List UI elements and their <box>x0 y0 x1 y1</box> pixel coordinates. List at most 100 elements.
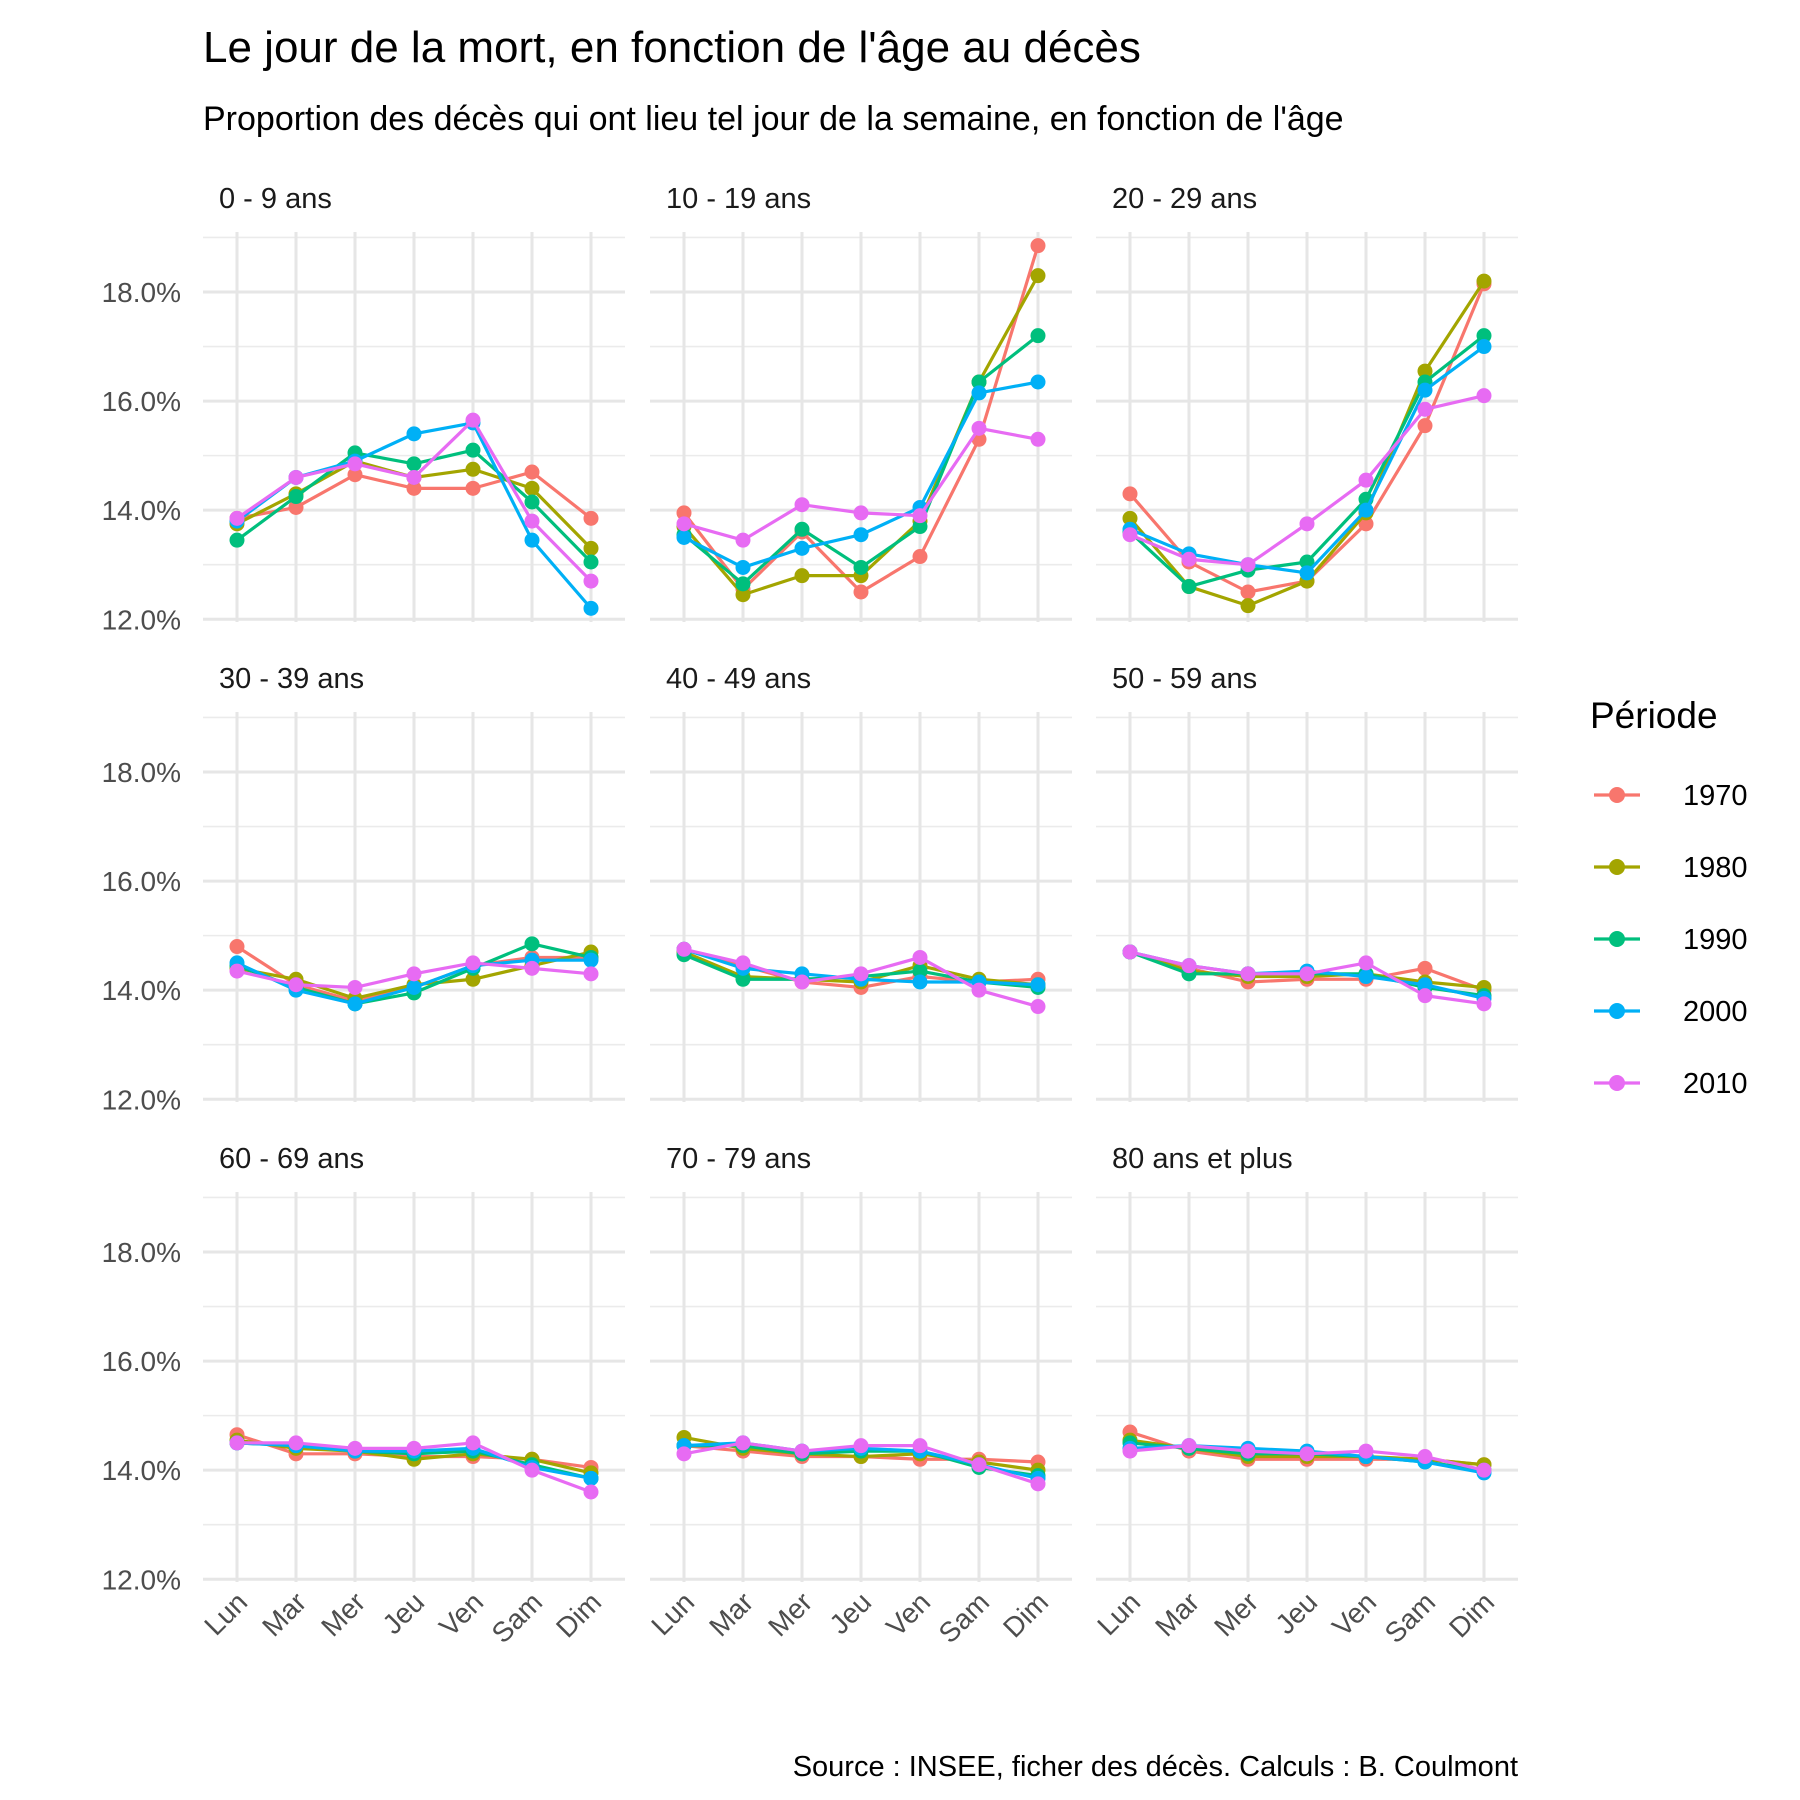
data-point-2010-mar <box>288 469 304 485</box>
data-point-2010-sam <box>971 1457 987 1473</box>
data-point-1970-mer <box>347 467 363 483</box>
data-point-2010-ven <box>465 412 481 428</box>
x-tick-label: Jeu <box>376 1586 430 1640</box>
data-point-2010-sam <box>1417 988 1433 1004</box>
data-point-2010-jeu <box>406 1440 422 1456</box>
data-point-1980-ven <box>465 461 481 477</box>
data-point-2010-sam <box>524 960 540 976</box>
data-point-1980-mer <box>794 568 810 584</box>
x-tick-label: Ven <box>1326 1586 1382 1642</box>
data-point-2000-dim <box>1476 339 1492 355</box>
y-tick-label: 14.0% <box>102 495 181 526</box>
data-point-1990-lun <box>229 532 245 548</box>
data-point-2010-dim <box>583 1484 599 1500</box>
data-point-2010-jeu <box>853 505 869 521</box>
data-point-2010-lun <box>1122 944 1138 960</box>
data-point-2010-dim <box>583 966 599 982</box>
data-point-2010-mer <box>794 497 810 513</box>
x-tick-label: Mar <box>256 1586 312 1642</box>
data-point-2010-sam <box>524 1462 540 1478</box>
data-point-2010-mer <box>1240 557 1256 573</box>
chart-title: Le jour de la mort, en fonction de l'âge… <box>203 23 1141 72</box>
data-point-2010-lun <box>676 941 692 957</box>
data-point-1990-jeu <box>853 559 869 575</box>
data-point-2010-mar <box>735 955 751 971</box>
data-point-1970-jeu <box>853 584 869 600</box>
y-tick-label: 16.0% <box>102 386 181 417</box>
data-point-1990-sam <box>524 936 540 952</box>
data-point-2010-lun <box>676 516 692 532</box>
data-point-1970-sam <box>1417 418 1433 434</box>
data-point-2010-mer <box>347 456 363 472</box>
y-tick-label: 14.0% <box>102 1455 181 1486</box>
y-tick-label: 18.0% <box>102 277 181 308</box>
panel-strip-label: 50 - 59 ans <box>1112 663 1257 695</box>
data-point-2010-ven <box>912 949 928 965</box>
data-point-2000-jeu <box>406 426 422 442</box>
data-point-2010-mer <box>347 979 363 995</box>
data-point-2010-jeu <box>853 966 869 982</box>
y-tick-label: 14.0% <box>102 975 181 1006</box>
data-point-2000-dim <box>583 1470 599 1486</box>
legend-label: 2000 <box>1683 996 1748 1028</box>
data-point-1970-ven <box>912 549 928 565</box>
data-point-2010-dim <box>1030 999 1046 1015</box>
data-point-2010-ven <box>465 955 481 971</box>
data-point-2010-mer <box>347 1440 363 1456</box>
data-point-1990-mar <box>735 576 751 592</box>
data-point-2010-jeu <box>406 966 422 982</box>
data-point-2000-dim <box>583 952 599 968</box>
data-point-2010-jeu <box>853 1438 869 1454</box>
data-point-2010-lun <box>1122 527 1138 543</box>
y-tick-label: 12.0% <box>102 1084 181 1115</box>
data-point-2010-ven <box>1358 472 1374 488</box>
data-point-2000-dim <box>1030 374 1046 390</box>
data-point-1980-ven <box>465 971 481 987</box>
data-point-1990-mar <box>1181 579 1197 595</box>
x-tick-label: Lun <box>645 1586 700 1641</box>
panel-strip-label: 30 - 39 ans <box>219 663 364 695</box>
x-tick-label: Mer <box>1208 1586 1264 1642</box>
data-point-2010-jeu <box>1299 966 1315 982</box>
panel-strip-label: 80 ans et plus <box>1112 1143 1293 1175</box>
data-point-2010-mar <box>735 1435 751 1451</box>
x-tick-label: Sam <box>933 1586 996 1649</box>
data-point-2010-ven <box>912 1438 928 1454</box>
data-point-2000-dim <box>1030 977 1046 993</box>
x-tick-label: Ven <box>880 1586 936 1642</box>
data-point-1990-mer <box>794 521 810 537</box>
data-point-1990-sam <box>971 374 987 390</box>
data-point-1970-sam <box>1417 960 1433 976</box>
data-point-2010-dim <box>1476 996 1492 1012</box>
y-tick-label: 16.0% <box>102 1346 181 1377</box>
data-point-2000-jeu <box>853 527 869 543</box>
data-point-2010-dim <box>1476 1462 1492 1478</box>
x-tick-label: Jeu <box>1269 1586 1323 1640</box>
data-point-2010-ven <box>1358 1443 1374 1459</box>
legend-item-2010: 2010 <box>1594 1068 1748 1100</box>
data-point-2010-mer <box>794 974 810 990</box>
data-point-1970-mer <box>1240 584 1256 600</box>
data-point-1980-lun <box>1122 510 1138 526</box>
data-point-2000-sam <box>1417 977 1433 993</box>
panel-strip-label: 70 - 79 ans <box>666 1143 811 1175</box>
legend-key-point <box>1609 859 1625 875</box>
data-point-2010-mar <box>1181 1438 1197 1454</box>
data-point-2010-sam <box>1417 1449 1433 1465</box>
data-point-2010-lun <box>229 1435 245 1451</box>
data-point-2010-mar <box>288 977 304 993</box>
legend-item-1980: 1980 <box>1594 852 1748 884</box>
legend-item-1990: 1990 <box>1594 924 1748 956</box>
data-point-2010-mar <box>735 532 751 548</box>
panel-strip-label: 20 - 29 ans <box>1112 183 1257 215</box>
data-point-2010-mar <box>288 1435 304 1451</box>
data-point-1980-dim <box>1476 273 1492 289</box>
data-point-1970-jeu <box>406 480 422 496</box>
data-point-2010-ven <box>912 508 928 524</box>
legend-key-point <box>1609 1075 1625 1091</box>
data-point-2010-mer <box>794 1443 810 1459</box>
data-point-1990-ven <box>912 963 928 979</box>
data-point-2000-jeu <box>1299 565 1315 581</box>
legend-key-point <box>1609 787 1625 803</box>
